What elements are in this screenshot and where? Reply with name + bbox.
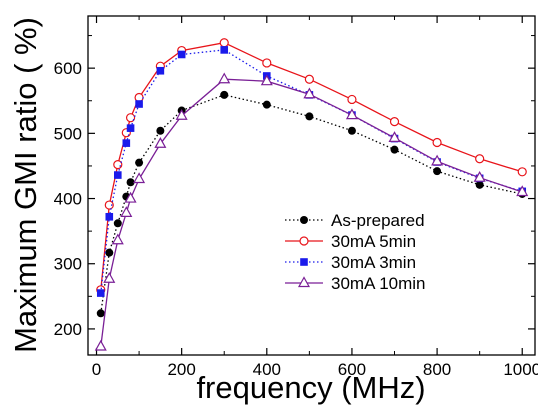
legend-label: 30mA 5min bbox=[331, 232, 416, 251]
x-axis-title: frequency (MHz) bbox=[196, 370, 425, 405]
data-point bbox=[113, 160, 123, 170]
data-point bbox=[122, 139, 131, 147]
data-point bbox=[135, 100, 143, 108]
data-point bbox=[103, 271, 116, 283]
data-point bbox=[390, 145, 399, 154]
data-point bbox=[347, 126, 356, 135]
data-point bbox=[431, 154, 444, 166]
data-point bbox=[262, 58, 272, 68]
data-point bbox=[260, 74, 273, 86]
data-point bbox=[133, 172, 146, 184]
data-point bbox=[105, 248, 114, 257]
data-point bbox=[432, 137, 442, 148]
x-tick-label: 200 bbox=[167, 360, 195, 379]
data-point bbox=[126, 124, 135, 132]
legend-swatch-marker bbox=[297, 276, 311, 288]
legend-swatch-marker bbox=[300, 216, 308, 224]
x-tick-label: 600 bbox=[338, 360, 366, 379]
data-point bbox=[219, 38, 229, 48]
legend-item: As-prepared bbox=[285, 211, 425, 230]
series-line bbox=[100, 78, 523, 347]
data-point bbox=[347, 94, 357, 105]
series-2 bbox=[96, 38, 527, 295]
data-point bbox=[120, 206, 133, 217]
data-point bbox=[304, 74, 314, 84]
data-point bbox=[113, 219, 122, 228]
data-point bbox=[516, 185, 529, 197]
legend-item: 30mA 10min bbox=[285, 274, 426, 293]
data-point bbox=[156, 126, 165, 135]
data-point bbox=[305, 112, 314, 121]
tick-labels: 0 200 400 600 800 1000 200 300 400 500 600 bbox=[54, 59, 538, 379]
y-tick-label: 400 bbox=[54, 190, 82, 209]
data-point bbox=[114, 171, 122, 179]
series-line bbox=[100, 94, 523, 314]
data-point bbox=[473, 170, 486, 182]
data-point bbox=[433, 167, 442, 176]
data-point bbox=[175, 109, 188, 120]
data-point bbox=[111, 233, 124, 245]
legend-item: 30mA 5min bbox=[285, 232, 416, 251]
x-tick-label: 0 bbox=[92, 360, 101, 379]
data-point bbox=[220, 46, 229, 54]
legend: As-prepared 30mA 5min 30mA 3min 30mA 10min bbox=[285, 211, 426, 293]
data-point bbox=[345, 108, 358, 120]
data-point bbox=[388, 131, 401, 143]
data-point bbox=[475, 180, 484, 189]
data-point bbox=[220, 90, 229, 99]
data-point bbox=[154, 137, 167, 148]
axis-ticks bbox=[88, 16, 535, 355]
x-tick-label: 800 bbox=[423, 360, 451, 379]
plot-frame bbox=[87, 15, 536, 356]
y-tick-label: 200 bbox=[54, 320, 82, 339]
data-point bbox=[105, 212, 114, 221]
data-point bbox=[218, 72, 231, 84]
data-point bbox=[475, 154, 485, 164]
series-line bbox=[100, 49, 523, 294]
series-4 bbox=[94, 72, 529, 351]
data-point bbox=[517, 167, 527, 177]
y-tick-label: 600 bbox=[54, 59, 82, 78]
x-tick-label: 1000 bbox=[503, 360, 538, 379]
data-point bbox=[126, 178, 135, 187]
data-point bbox=[303, 87, 316, 99]
data-point bbox=[124, 191, 137, 203]
y-tick-label: 500 bbox=[54, 124, 82, 143]
legend-label: As-prepared bbox=[331, 211, 425, 230]
data-point bbox=[177, 50, 186, 59]
legend-swatch-marker bbox=[300, 258, 308, 266]
legend-label: 30mA 3min bbox=[331, 253, 416, 272]
legend-item: 30mA 3min bbox=[285, 253, 416, 272]
legend-label: 30mA 10min bbox=[331, 274, 426, 293]
data-point bbox=[96, 289, 105, 297]
legend-swatch-marker bbox=[299, 236, 309, 246]
data-point bbox=[262, 100, 271, 109]
data-point bbox=[389, 117, 400, 127]
data-point bbox=[156, 66, 165, 75]
series-1 bbox=[96, 90, 527, 318]
data-point bbox=[94, 339, 107, 351]
x-tick-label: 400 bbox=[253, 360, 281, 379]
data-point bbox=[104, 200, 114, 210]
y-axis-title: Maximum GMI ratio ( %) bbox=[8, 17, 43, 353]
data-point bbox=[135, 158, 144, 167]
series-line bbox=[100, 42, 523, 290]
y-tick-label: 300 bbox=[54, 255, 82, 274]
data-point bbox=[125, 113, 136, 123]
data-point bbox=[96, 309, 105, 318]
series-layer bbox=[94, 38, 529, 351]
